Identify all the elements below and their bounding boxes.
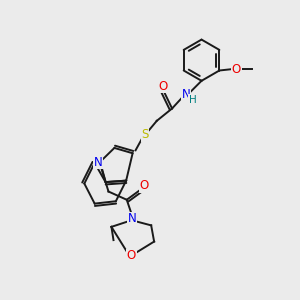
Text: N: N <box>94 156 103 169</box>
Text: N: N <box>182 88 190 101</box>
Text: O: O <box>140 179 149 192</box>
Text: O: O <box>232 62 241 76</box>
Text: S: S <box>141 128 149 142</box>
Text: H: H <box>189 95 196 105</box>
Text: O: O <box>127 249 136 262</box>
Text: N: N <box>128 212 136 225</box>
Text: O: O <box>158 80 168 93</box>
